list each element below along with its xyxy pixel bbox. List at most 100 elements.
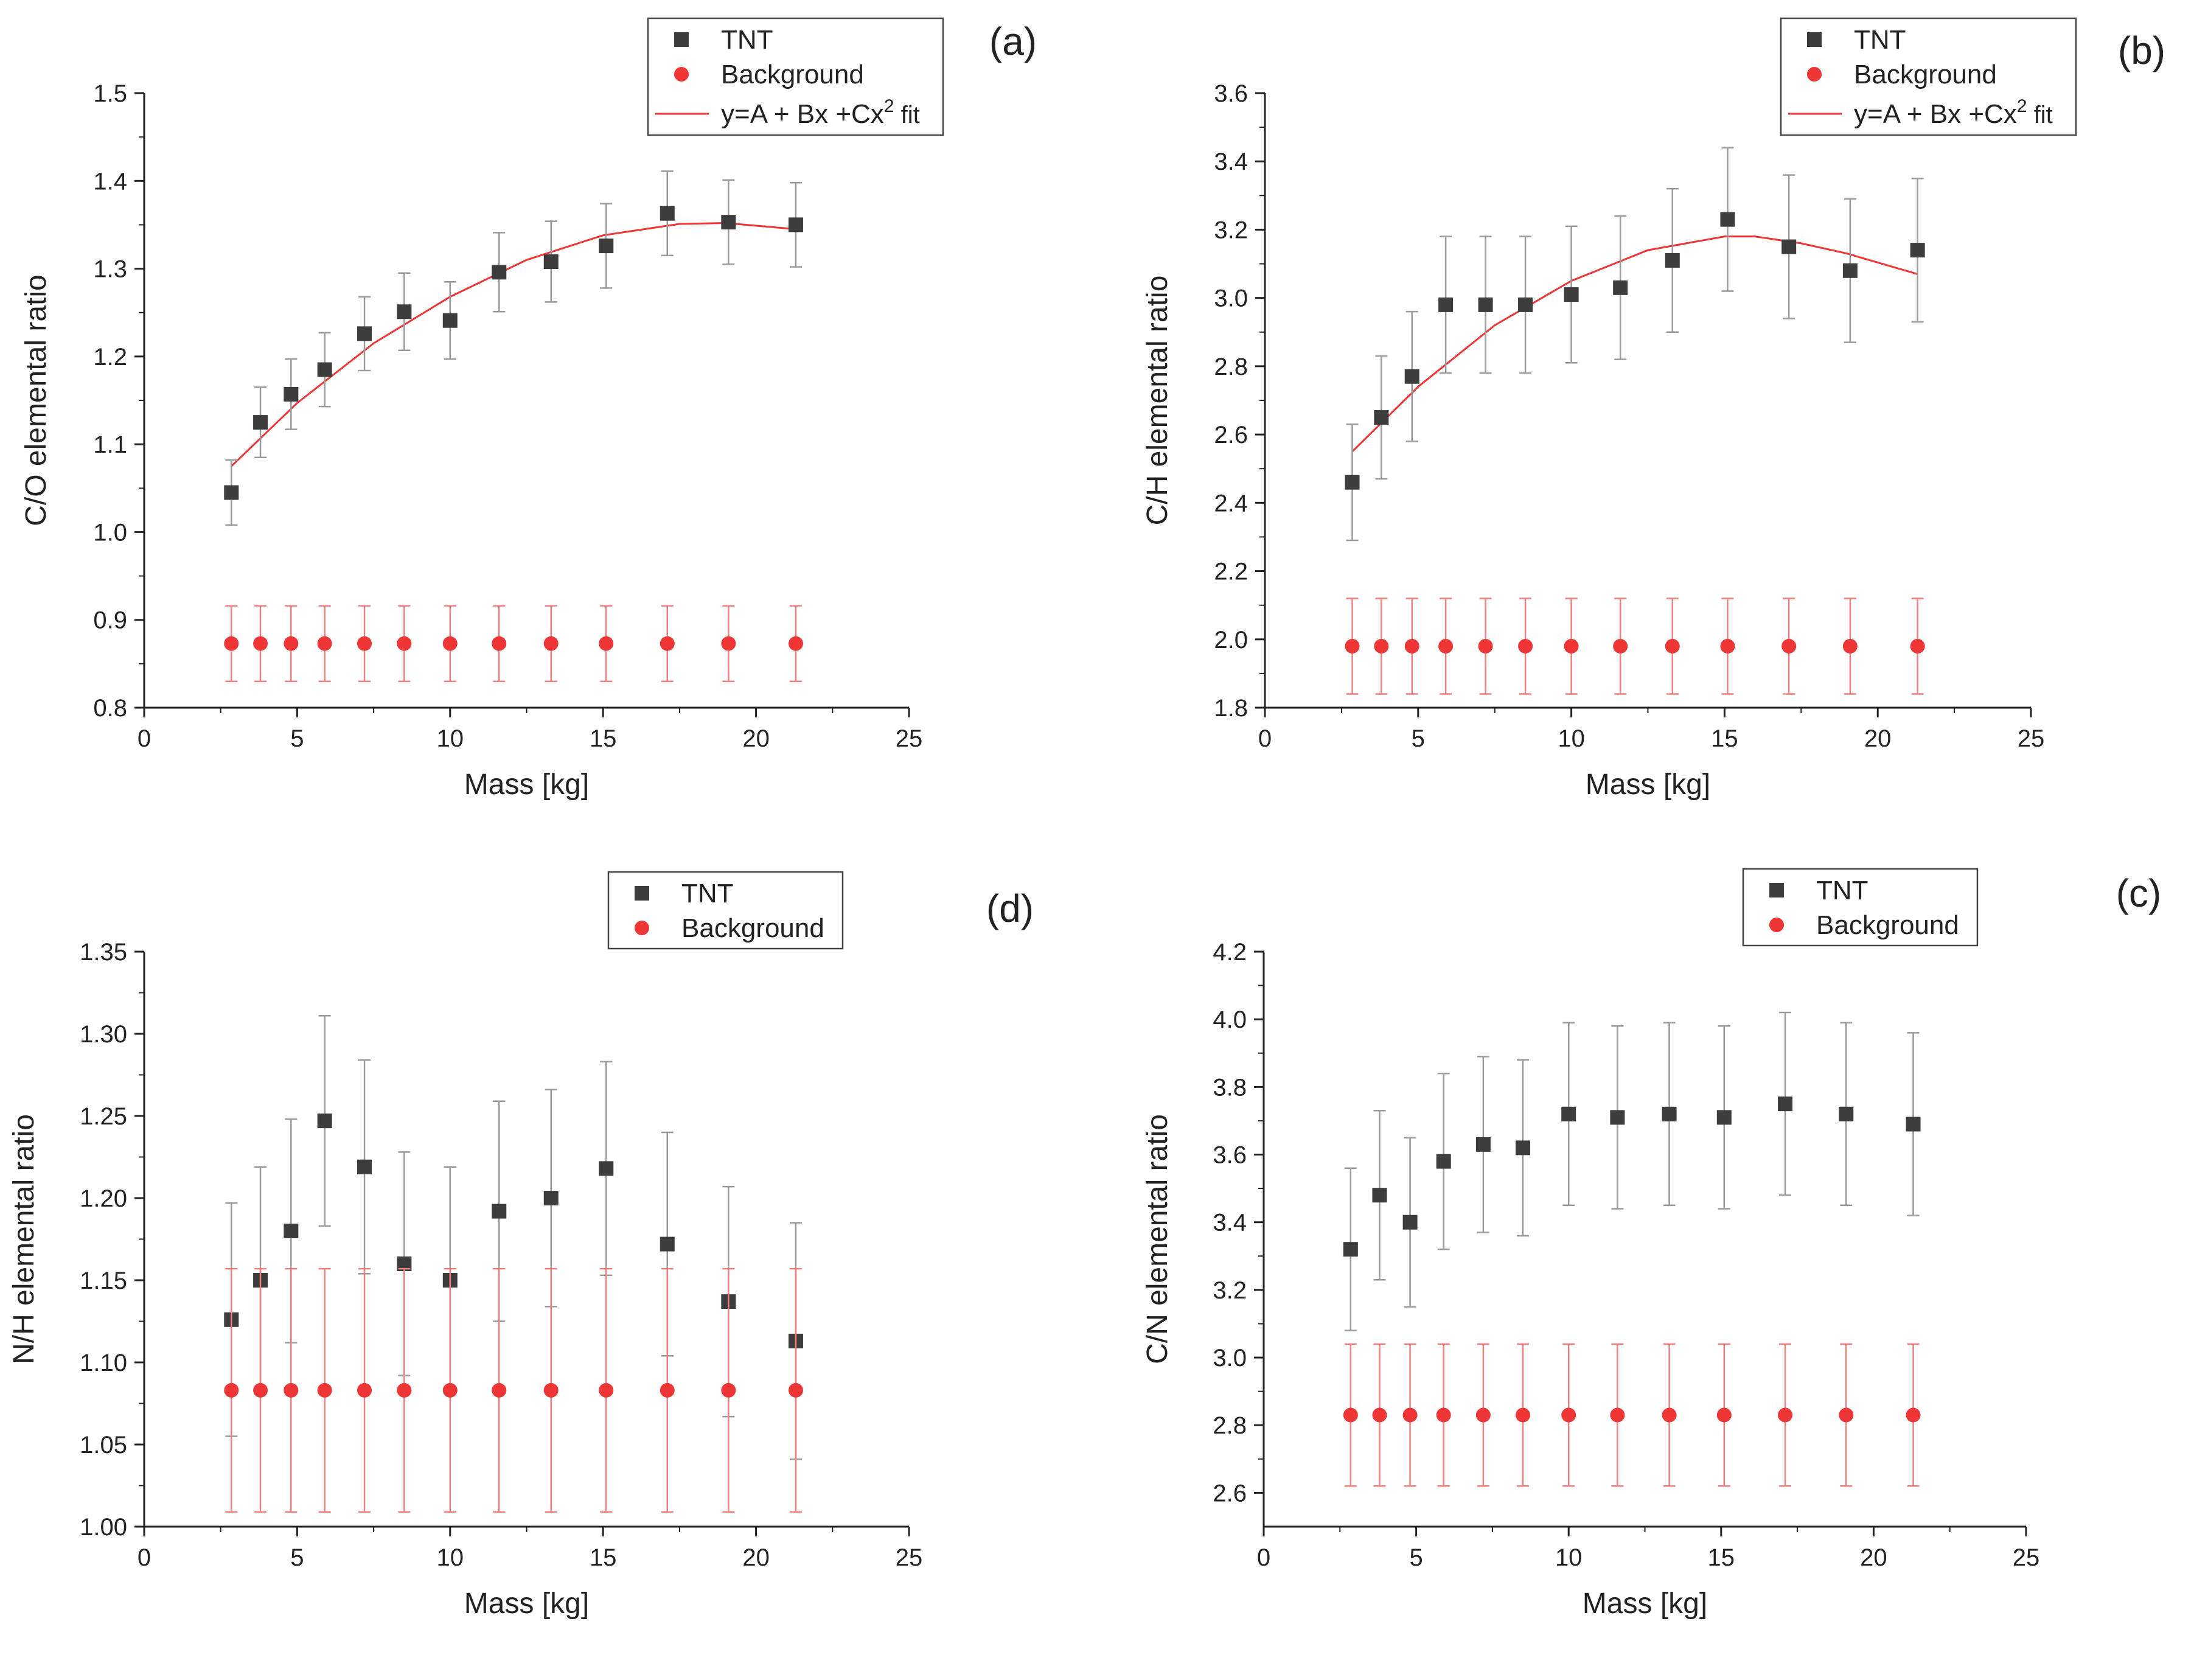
x-tick-label: 10 bbox=[1555, 1544, 1583, 1571]
tnt-point bbox=[1518, 297, 1533, 312]
background-point bbox=[492, 636, 507, 651]
x-tick-label: 25 bbox=[2013, 1544, 2040, 1571]
x-tick-label: 10 bbox=[1558, 725, 1585, 752]
x-tick-label: 10 bbox=[437, 1544, 464, 1571]
y-tick-label: 1.35 bbox=[80, 939, 127, 966]
legend-tnt-label: TNT bbox=[1816, 876, 1868, 905]
y-tick-label: 4.2 bbox=[1213, 939, 1247, 966]
tnt-point bbox=[357, 1159, 372, 1174]
tnt-point bbox=[1478, 297, 1493, 312]
background-point bbox=[1518, 639, 1533, 654]
y-axis-label: C/N elemental ratio bbox=[1141, 1114, 1174, 1364]
y-tick-label: 2.6 bbox=[1214, 422, 1248, 448]
background-point bbox=[1516, 1407, 1531, 1423]
x-tick-label: 15 bbox=[1711, 725, 1738, 752]
x-tick-label: 0 bbox=[1257, 1544, 1270, 1571]
legend: TNT Background bbox=[1742, 868, 1979, 947]
y-tick-label: 3.2 bbox=[1213, 1277, 1247, 1304]
panel-label: (a) bbox=[989, 19, 1037, 63]
tnt-point bbox=[1345, 475, 1360, 490]
background-point bbox=[1372, 1407, 1387, 1423]
tnt-point bbox=[1475, 1137, 1491, 1152]
background-point bbox=[1404, 639, 1419, 654]
background-point bbox=[721, 1382, 736, 1398]
y-tick-label: 1.0 bbox=[93, 519, 127, 546]
chart-panel-c: 0 5 10 15 20 25 2.6 2.8 3.0 3.2 3.4 3.6 3.8 4.0 4.2 Mas… bbox=[1141, 868, 2162, 1620]
legend-box bbox=[1742, 868, 1979, 947]
y-axis-label: C/H elemental ratio bbox=[1141, 276, 1174, 526]
tnt-point bbox=[1402, 1215, 1418, 1230]
tnt-point bbox=[357, 326, 372, 341]
y-tick-label: 0.8 bbox=[93, 695, 127, 722]
tnt-point bbox=[1613, 280, 1628, 295]
y-tick-label: 3.0 bbox=[1213, 1345, 1247, 1372]
x-axis-label: Mass [kg] bbox=[464, 1588, 589, 1620]
y-tick-label: 3.6 bbox=[1213, 1142, 1247, 1169]
background-point bbox=[1561, 1407, 1576, 1423]
background-point bbox=[1374, 639, 1389, 654]
legend-background-marker bbox=[674, 67, 689, 82]
legend-background-marker bbox=[1769, 918, 1784, 932]
fit-line bbox=[1351, 235, 1918, 453]
background-point bbox=[1343, 1407, 1358, 1423]
y-tick-label: 1.20 bbox=[80, 1185, 127, 1212]
background-point bbox=[397, 1382, 412, 1398]
background-point bbox=[1613, 639, 1628, 654]
y-tick-label: 3.0 bbox=[1214, 285, 1248, 312]
tnt-point bbox=[543, 254, 559, 270]
tnt-point bbox=[1716, 1110, 1732, 1125]
y-tick-label: 1.30 bbox=[80, 1021, 127, 1048]
x-tick-label: 20 bbox=[1864, 725, 1892, 752]
tnt-point bbox=[1842, 263, 1858, 278]
legend-box bbox=[647, 17, 944, 136]
legend-background-label: Background bbox=[1816, 910, 1959, 940]
tnt-point bbox=[284, 386, 299, 402]
legend-tnt-label: TNT bbox=[1854, 25, 1906, 55]
y-tick-label: 1.8 bbox=[1214, 695, 1248, 722]
background-point bbox=[543, 1382, 559, 1398]
y-tick-label: 1.1 bbox=[93, 431, 127, 458]
background-point bbox=[224, 636, 239, 651]
background-point bbox=[788, 636, 803, 651]
tnt-point bbox=[442, 313, 458, 328]
background-point bbox=[492, 1382, 507, 1398]
tnt-point bbox=[1910, 243, 1925, 258]
x-tick-label: 0 bbox=[1258, 725, 1272, 752]
background-point bbox=[1842, 639, 1858, 654]
legend-tnt-label: TNT bbox=[721, 25, 773, 55]
tnt-point bbox=[317, 362, 332, 377]
panel-label: (c) bbox=[2116, 871, 2162, 915]
tnt-point bbox=[1372, 1188, 1387, 1203]
background-point bbox=[442, 636, 458, 651]
legend-box bbox=[607, 871, 844, 950]
tnt-point bbox=[1516, 1140, 1531, 1155]
x-tick-label: 5 bbox=[1409, 1544, 1423, 1571]
background-point bbox=[253, 636, 268, 651]
background-point bbox=[1438, 639, 1454, 654]
y-tick-label: 1.05 bbox=[80, 1432, 127, 1459]
background-point bbox=[660, 636, 675, 651]
y-tick-label: 1.15 bbox=[80, 1267, 127, 1294]
tnt-point bbox=[1561, 1106, 1576, 1121]
y-tick-label: 2.8 bbox=[1214, 354, 1248, 380]
tnt-point bbox=[1781, 239, 1797, 254]
tnt-point bbox=[224, 485, 239, 500]
background-point bbox=[788, 1382, 803, 1398]
tnt-point bbox=[492, 265, 507, 280]
tnt-point bbox=[599, 1161, 614, 1176]
background-point bbox=[357, 1382, 372, 1398]
background-point bbox=[1402, 1407, 1418, 1423]
background-point bbox=[1665, 639, 1680, 654]
y-tick-label: 3.4 bbox=[1214, 148, 1248, 175]
background-point bbox=[442, 1382, 458, 1398]
tnt-point bbox=[543, 1191, 559, 1205]
legend-tnt-marker bbox=[635, 886, 649, 901]
y-tick-label: 1.4 bbox=[93, 168, 127, 195]
background-point bbox=[1436, 1407, 1451, 1423]
background-point bbox=[1839, 1407, 1854, 1423]
tnt-point bbox=[253, 415, 268, 430]
legend: TNT Background bbox=[607, 871, 844, 950]
background-point bbox=[397, 636, 412, 651]
background-point bbox=[1720, 639, 1735, 654]
